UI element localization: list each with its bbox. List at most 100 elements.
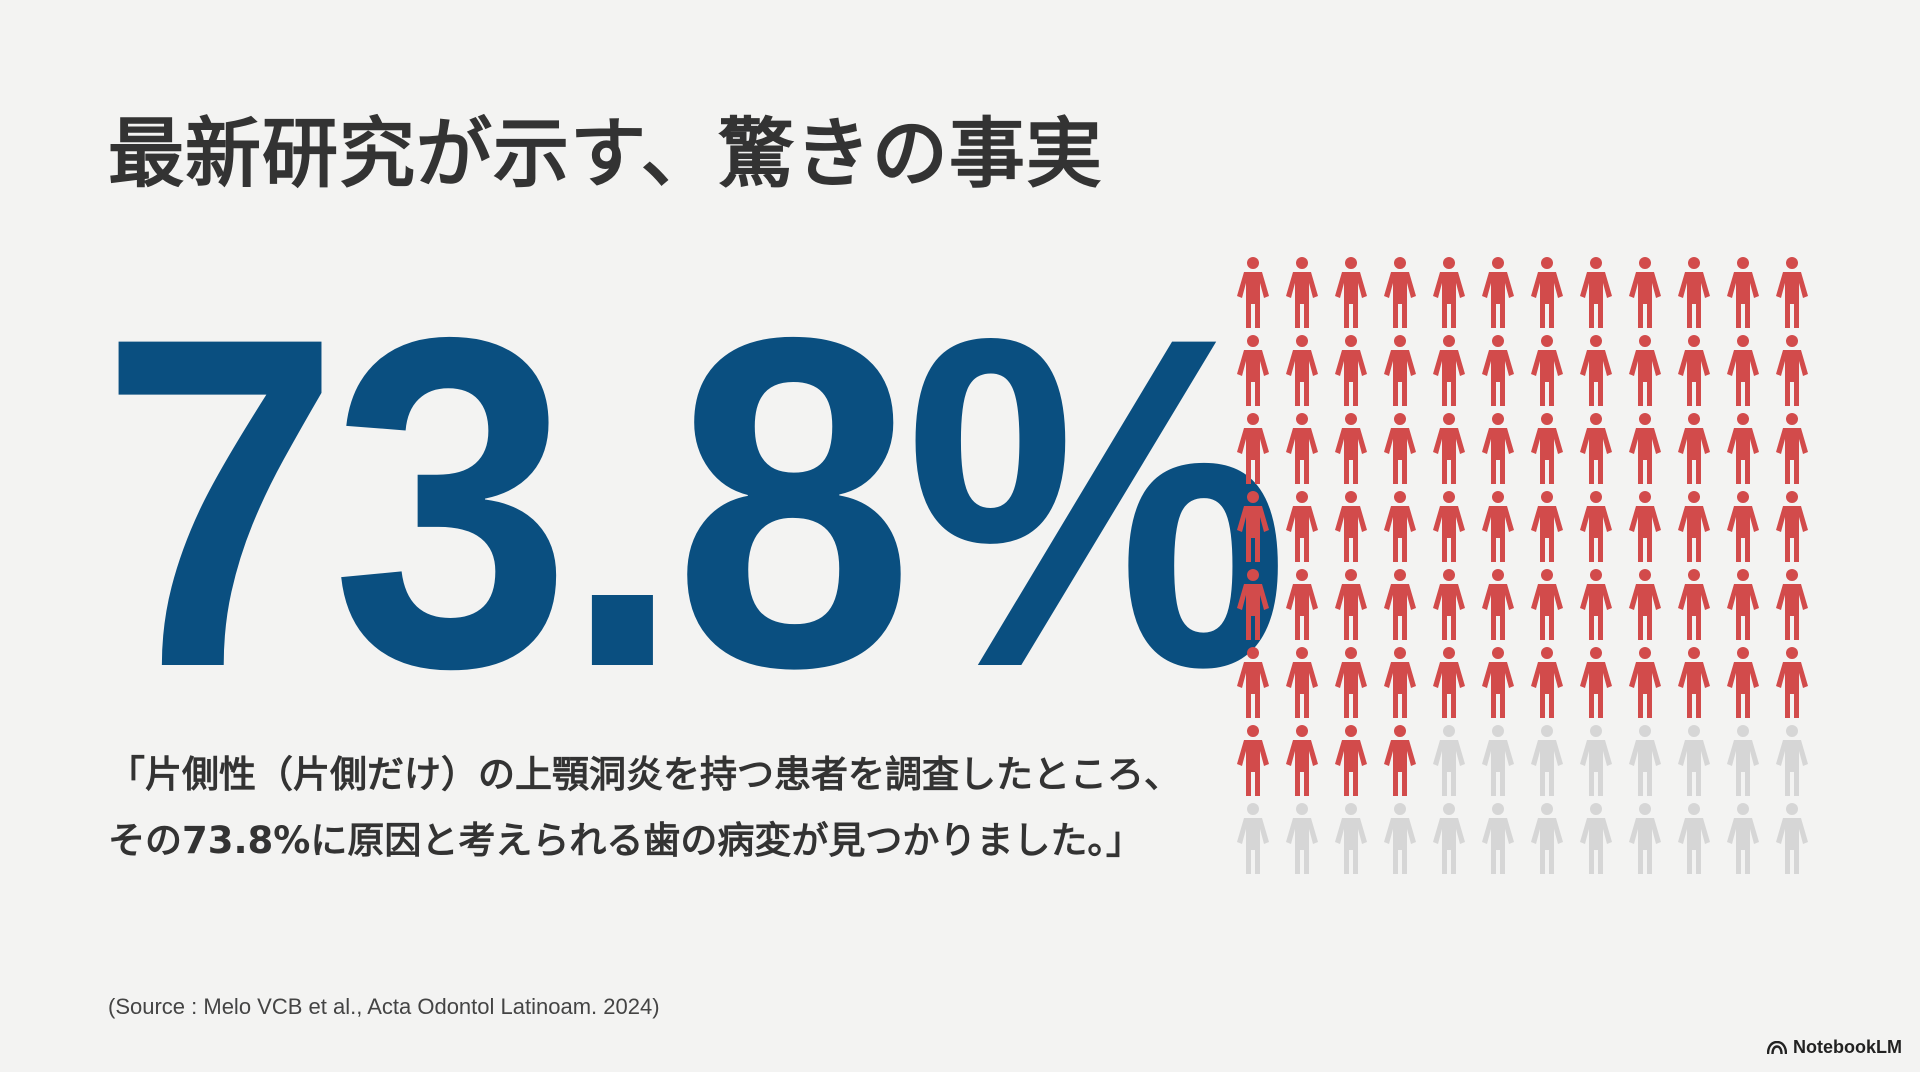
- person-icon-highlighted: [1522, 412, 1571, 490]
- person-icon-highlighted: [1326, 490, 1375, 568]
- person-icon-highlighted: [1424, 490, 1473, 568]
- person-icon-highlighted: [1522, 568, 1571, 646]
- person-icon: [1326, 802, 1375, 880]
- person-icon: [1677, 491, 1710, 562]
- person-icon: [1718, 724, 1767, 802]
- person-icon: [1236, 725, 1269, 796]
- person-icon: [1432, 647, 1465, 718]
- person-icon: [1530, 257, 1563, 328]
- notebooklm-logo-icon: [1767, 1040, 1788, 1054]
- person-icon-highlighted: [1375, 334, 1424, 412]
- person-icon: [1424, 802, 1473, 880]
- person-icon-highlighted: [1620, 490, 1669, 568]
- person-icon: [1383, 725, 1416, 796]
- person-icon: [1775, 725, 1808, 796]
- person-icon: [1579, 725, 1612, 796]
- person-icon: [1236, 413, 1269, 484]
- person-icon: [1334, 491, 1367, 562]
- person-icon-highlighted: [1571, 568, 1620, 646]
- person-icon: [1432, 257, 1465, 328]
- person-icon: [1677, 569, 1710, 640]
- brand-watermark: NotebookLM: [1767, 1037, 1902, 1058]
- person-icon-highlighted: [1718, 412, 1767, 490]
- person-icon: [1473, 724, 1522, 802]
- person-icon: [1775, 491, 1808, 562]
- person-icon: [1334, 569, 1367, 640]
- person-icon-highlighted: [1375, 568, 1424, 646]
- person-icon-highlighted: [1326, 646, 1375, 724]
- person-icon: [1432, 335, 1465, 406]
- person-icon: [1481, 257, 1514, 328]
- person-icon: [1481, 413, 1514, 484]
- brand-label: NotebookLM: [1793, 1037, 1902, 1057]
- person-icon: [1726, 803, 1759, 874]
- person-icon: [1285, 335, 1318, 406]
- person-icon: [1628, 569, 1661, 640]
- person-icon-highlighted: [1473, 412, 1522, 490]
- person-icon: [1628, 491, 1661, 562]
- person-icon: [1432, 803, 1465, 874]
- person-icon-highlighted: [1326, 568, 1375, 646]
- person-icon: [1236, 257, 1269, 328]
- person-icon-highlighted: [1473, 256, 1522, 334]
- person-icon: [1530, 335, 1563, 406]
- person-icon: [1775, 803, 1808, 874]
- person-icon-highlighted: [1375, 412, 1424, 490]
- person-icon-highlighted: [1424, 412, 1473, 490]
- person-icon-highlighted: [1522, 490, 1571, 568]
- person-icon-highlighted: [1375, 724, 1424, 802]
- person-icon: [1726, 725, 1759, 796]
- person-icon: [1481, 335, 1514, 406]
- person-icon: [1285, 257, 1318, 328]
- person-icon: [1383, 491, 1416, 562]
- person-icon-highlighted: [1277, 334, 1326, 412]
- person-icon: [1481, 803, 1514, 874]
- person-icon-highlighted: [1424, 256, 1473, 334]
- person-icon-highlighted: [1767, 334, 1816, 412]
- person-icon: [1277, 802, 1326, 880]
- person-icon: [1677, 725, 1710, 796]
- person-icon: [1334, 647, 1367, 718]
- person-icon-highlighted: [1228, 334, 1277, 412]
- person-icon: [1767, 724, 1816, 802]
- person-icon: [1579, 491, 1612, 562]
- person-icon: [1620, 802, 1669, 880]
- person-icon-highlighted: [1522, 256, 1571, 334]
- person-icon-highlighted: [1228, 412, 1277, 490]
- person-icon: [1767, 802, 1816, 880]
- person-icon: [1481, 569, 1514, 640]
- person-icon-highlighted: [1277, 646, 1326, 724]
- person-icon: [1530, 413, 1563, 484]
- person-icon-highlighted: [1718, 568, 1767, 646]
- person-icon: [1677, 335, 1710, 406]
- person-icon: [1775, 647, 1808, 718]
- person-icon: [1775, 413, 1808, 484]
- person-icon: [1669, 802, 1718, 880]
- person-icon: [1726, 257, 1759, 328]
- person-icon: [1383, 413, 1416, 484]
- person-icon-highlighted: [1571, 412, 1620, 490]
- person-icon-highlighted: [1228, 490, 1277, 568]
- person-icon: [1579, 647, 1612, 718]
- person-icon: [1677, 647, 1710, 718]
- person-icon: [1285, 569, 1318, 640]
- person-icon: [1775, 257, 1808, 328]
- person-icon-highlighted: [1767, 568, 1816, 646]
- person-icon: [1236, 647, 1269, 718]
- person-icon: [1726, 413, 1759, 484]
- person-icon: [1579, 569, 1612, 640]
- person-icon: [1530, 725, 1563, 796]
- person-icon-highlighted: [1473, 646, 1522, 724]
- person-icon: [1677, 257, 1710, 328]
- person-icon-highlighted: [1767, 646, 1816, 724]
- person-icon-highlighted: [1620, 412, 1669, 490]
- person-icon-highlighted: [1326, 412, 1375, 490]
- person-icon: [1726, 569, 1759, 640]
- page-title: 最新研究が示す、驚きの事実: [108, 109, 1103, 198]
- person-icon: [1726, 491, 1759, 562]
- person-icon: [1285, 803, 1318, 874]
- person-icon-highlighted: [1522, 334, 1571, 412]
- person-icon: [1628, 803, 1661, 874]
- person-icon-highlighted: [1669, 334, 1718, 412]
- person-icon: [1285, 647, 1318, 718]
